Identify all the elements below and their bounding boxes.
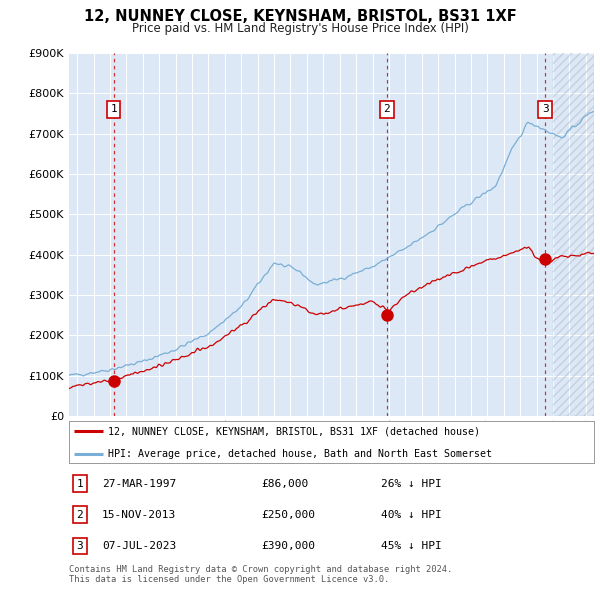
Text: 40% ↓ HPI: 40% ↓ HPI — [381, 510, 442, 520]
Text: 12, NUNNEY CLOSE, KEYNSHAM, BRISTOL, BS31 1XF (detached house): 12, NUNNEY CLOSE, KEYNSHAM, BRISTOL, BS3… — [109, 427, 481, 436]
Text: 1: 1 — [76, 478, 83, 489]
Text: 27-MAR-1997: 27-MAR-1997 — [102, 478, 176, 489]
Text: 12, NUNNEY CLOSE, KEYNSHAM, BRISTOL, BS31 1XF: 12, NUNNEY CLOSE, KEYNSHAM, BRISTOL, BS3… — [83, 9, 517, 24]
Text: 1: 1 — [110, 104, 117, 114]
Text: £86,000: £86,000 — [261, 478, 308, 489]
Text: 3: 3 — [542, 104, 548, 114]
Text: Price paid vs. HM Land Registry's House Price Index (HPI): Price paid vs. HM Land Registry's House … — [131, 22, 469, 35]
Text: £390,000: £390,000 — [261, 541, 315, 551]
Text: 2: 2 — [383, 104, 391, 114]
Text: 26% ↓ HPI: 26% ↓ HPI — [381, 478, 442, 489]
Text: 2: 2 — [76, 510, 83, 520]
Text: 07-JUL-2023: 07-JUL-2023 — [102, 541, 176, 551]
Text: 15-NOV-2013: 15-NOV-2013 — [102, 510, 176, 520]
Text: HPI: Average price, detached house, Bath and North East Somerset: HPI: Average price, detached house, Bath… — [109, 449, 493, 459]
Text: 45% ↓ HPI: 45% ↓ HPI — [381, 541, 442, 551]
Text: Contains HM Land Registry data © Crown copyright and database right 2024.
This d: Contains HM Land Registry data © Crown c… — [69, 565, 452, 584]
Text: £250,000: £250,000 — [261, 510, 315, 520]
Text: 3: 3 — [76, 541, 83, 551]
